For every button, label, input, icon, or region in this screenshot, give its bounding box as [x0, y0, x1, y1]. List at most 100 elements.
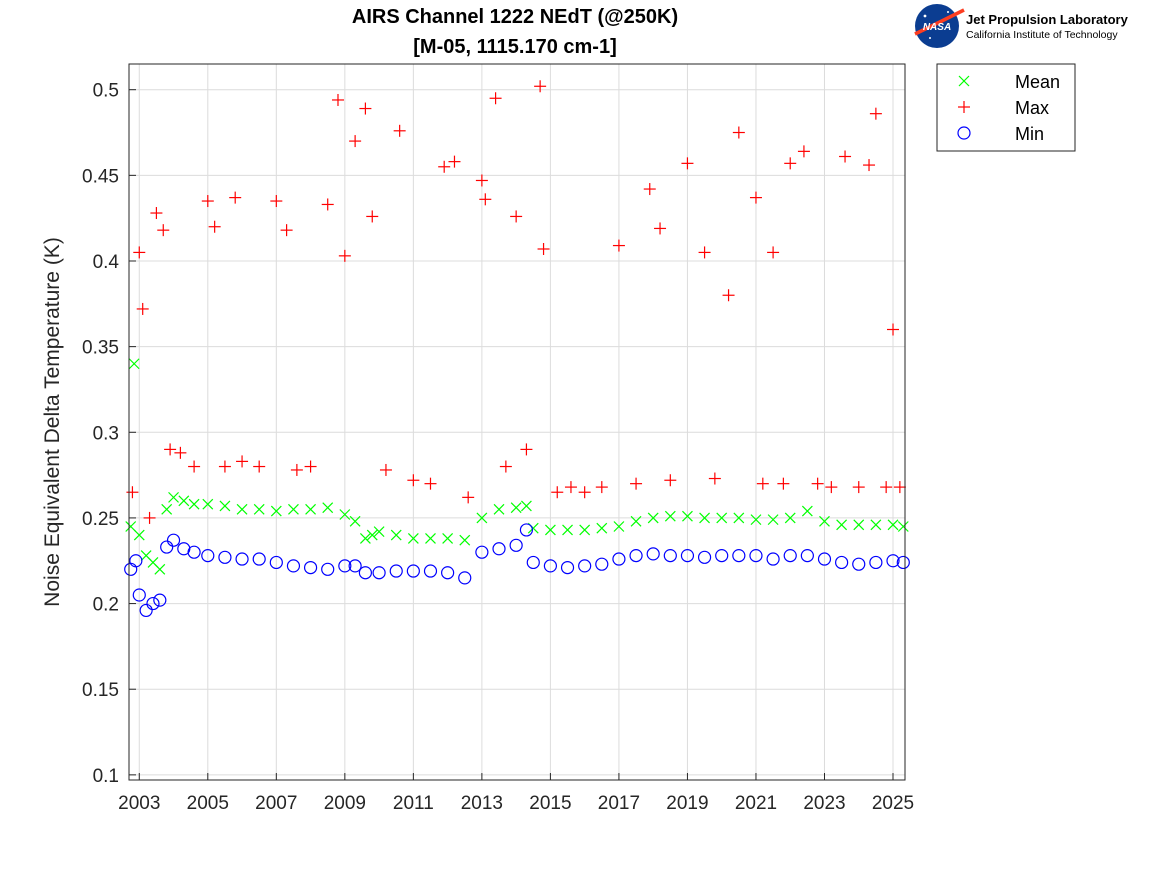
- x-tick-label: 2007: [255, 793, 297, 814]
- data-point-mean: [125, 521, 137, 532]
- data-point-max: [654, 222, 667, 235]
- data-point-max: [756, 477, 769, 490]
- axis-ticks: 2003 2005 2007 2009 2011 2013 2015 2017 2019 2021…: [82, 81, 914, 814]
- data-point-min: [896, 555, 910, 570]
- data-point-min: [321, 562, 335, 576]
- data-point-min: [389, 564, 403, 578]
- data-point-mean: [339, 509, 351, 520]
- data-point-max: [438, 160, 451, 173]
- data-point-min: [160, 540, 174, 554]
- data-point-min: [715, 549, 729, 563]
- data-point-max: [499, 460, 512, 473]
- data-point-min: [519, 523, 534, 537]
- data-point-min: [817, 552, 832, 566]
- data-point-max: [379, 463, 392, 476]
- data-point-min: [153, 593, 167, 607]
- plot-frame: [128, 63, 906, 781]
- data-point-max: [839, 150, 852, 163]
- grid: [129, 64, 905, 780]
- org-subtitle: California Institute of Technology: [966, 29, 1118, 41]
- data-point-min: [783, 549, 797, 563]
- data-point-min: [543, 559, 558, 573]
- data-point-min: [852, 557, 866, 571]
- data-point-max: [270, 195, 283, 208]
- data-point-mean: [716, 512, 728, 524]
- data-point-mean: [544, 524, 556, 536]
- data-point-mean: [322, 502, 334, 514]
- chart-title: AIRS Channel 1222 NEdT (@250K): [352, 6, 678, 28]
- data-point-mean: [801, 505, 813, 517]
- data-point-max: [887, 323, 900, 336]
- data-point-min: [835, 555, 849, 570]
- data-point-mean: [870, 519, 882, 531]
- data-point-min: [269, 555, 283, 570]
- data-point-mean: [897, 521, 909, 532]
- data-point-mean: [373, 526, 385, 538]
- y-tick-label: 0.4: [93, 252, 120, 273]
- data-point-min: [595, 557, 609, 571]
- data-point-max: [722, 289, 735, 302]
- data-point-max: [424, 477, 437, 490]
- jpl-logo: NASA Jet Propulsion Laboratory Californi…: [914, 4, 1129, 48]
- data-point-min: [187, 545, 201, 559]
- data-point-min: [560, 560, 575, 575]
- data-point-mean: [887, 519, 899, 531]
- data-point-mean: [493, 503, 505, 515]
- data-point-mean: [442, 533, 454, 544]
- data-point-mean: [407, 533, 419, 544]
- data-point-mean: [520, 500, 532, 512]
- data-point-mean: [579, 524, 591, 536]
- data-point-mean: [219, 500, 231, 512]
- data-point-max: [708, 472, 721, 485]
- data-point-max: [331, 93, 344, 106]
- data-point-max: [136, 302, 149, 315]
- data-point-mean: [178, 495, 190, 507]
- data-point-max: [304, 460, 317, 473]
- data-point-max: [143, 511, 156, 524]
- data-point-min: [218, 550, 232, 564]
- legend-marker-max: [958, 101, 970, 113]
- data-point-max: [564, 481, 577, 494]
- data-point-mean: [596, 522, 608, 534]
- data-point-mean: [288, 503, 299, 515]
- data-point-max: [393, 124, 406, 137]
- data-point-min: [697, 550, 712, 564]
- data-point-max: [630, 477, 643, 490]
- data-point-min: [578, 559, 592, 573]
- data-point-max: [537, 242, 550, 255]
- data-point-min: [423, 564, 438, 578]
- data-point-min: [252, 552, 266, 566]
- data-point-max: [359, 102, 372, 115]
- data-point-mean: [476, 512, 488, 524]
- data-point-mean: [836, 519, 848, 531]
- nasa-meatball-icon: NASA: [914, 4, 965, 48]
- data-point-min: [766, 552, 780, 566]
- data-point-max: [869, 107, 882, 120]
- data-point-min: [869, 555, 883, 570]
- x-tick-label: 2021: [735, 793, 777, 814]
- x-tick-label: 2005: [187, 793, 229, 814]
- x-tick-label: 2023: [803, 793, 845, 814]
- data-point-max: [681, 157, 694, 170]
- plot-area: [129, 64, 905, 780]
- data-point-mean: [767, 514, 779, 526]
- data-point-mean: [161, 503, 173, 515]
- data-point-max: [749, 191, 762, 204]
- data-point-mean: [270, 505, 282, 517]
- data-point-min: [680, 549, 695, 563]
- data-point-mean: [253, 503, 265, 515]
- data-point-mean: [733, 512, 745, 524]
- data-point-min: [749, 549, 763, 563]
- data-point-mean: [154, 563, 166, 575]
- x-tick-label: 2013: [461, 793, 503, 814]
- data-point-min: [526, 555, 540, 570]
- data-point-mean: [784, 512, 796, 524]
- y-tick-label: 0.25: [82, 509, 119, 530]
- data-point-max: [462, 491, 475, 504]
- data-point-max: [164, 443, 177, 456]
- data-point-min: [800, 549, 814, 563]
- chart-subtitle: [M-05, 1115.170 cm-1]: [413, 36, 616, 58]
- data-point-max: [578, 486, 591, 499]
- y-tick-label: 0.15: [82, 680, 119, 701]
- data-point-min: [886, 554, 900, 568]
